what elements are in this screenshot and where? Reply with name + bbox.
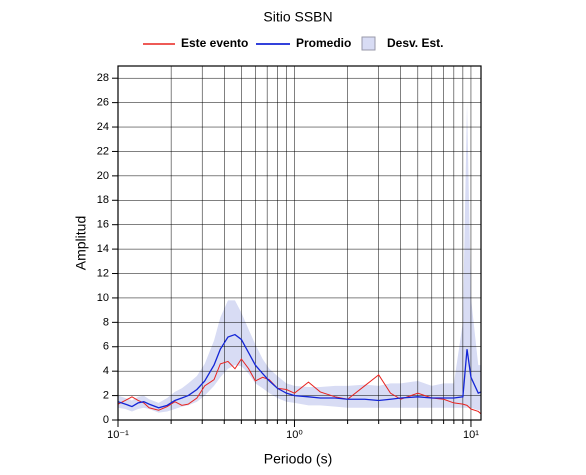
- chart-title: Sitio SSBN: [263, 9, 332, 25]
- legend-label: Desv. Est.: [387, 36, 443, 50]
- y-tick-label: 12: [97, 267, 109, 279]
- y-tick-label: 26: [97, 97, 109, 109]
- y-tick-label: 20: [97, 170, 109, 182]
- legend-label: Promedio: [296, 36, 351, 50]
- x-tick-label: 10⁻¹: [107, 429, 129, 441]
- y-tick-label: 2: [103, 389, 109, 401]
- y-tick-label: 18: [97, 194, 109, 206]
- legend-swatch: [361, 36, 376, 51]
- legend-label: Este evento: [181, 36, 248, 50]
- y-tick-label: 14: [97, 243, 109, 255]
- y-tick-label: 8: [103, 316, 109, 328]
- y-tick-label: 0: [103, 414, 109, 426]
- x-tick-label: 10⁰: [286, 429, 303, 441]
- y-tick-label: 22: [97, 145, 109, 157]
- y-tick-label: 10: [97, 292, 109, 304]
- y-tick-label: 24: [97, 121, 109, 133]
- plot-frame: [117, 65, 482, 421]
- series-line: [117, 333, 482, 409]
- y-tick-label: 16: [97, 219, 109, 231]
- y-axis-label: Amplitud: [73, 216, 89, 270]
- y-tick-label: 4: [103, 365, 109, 377]
- y-tick-label: 28: [97, 72, 109, 84]
- y-tick-label: 6: [103, 341, 109, 353]
- std-band: [118, 102, 481, 413]
- x-tick-label: 10¹: [463, 429, 479, 441]
- x-axis-label: Periodo (s): [264, 451, 332, 467]
